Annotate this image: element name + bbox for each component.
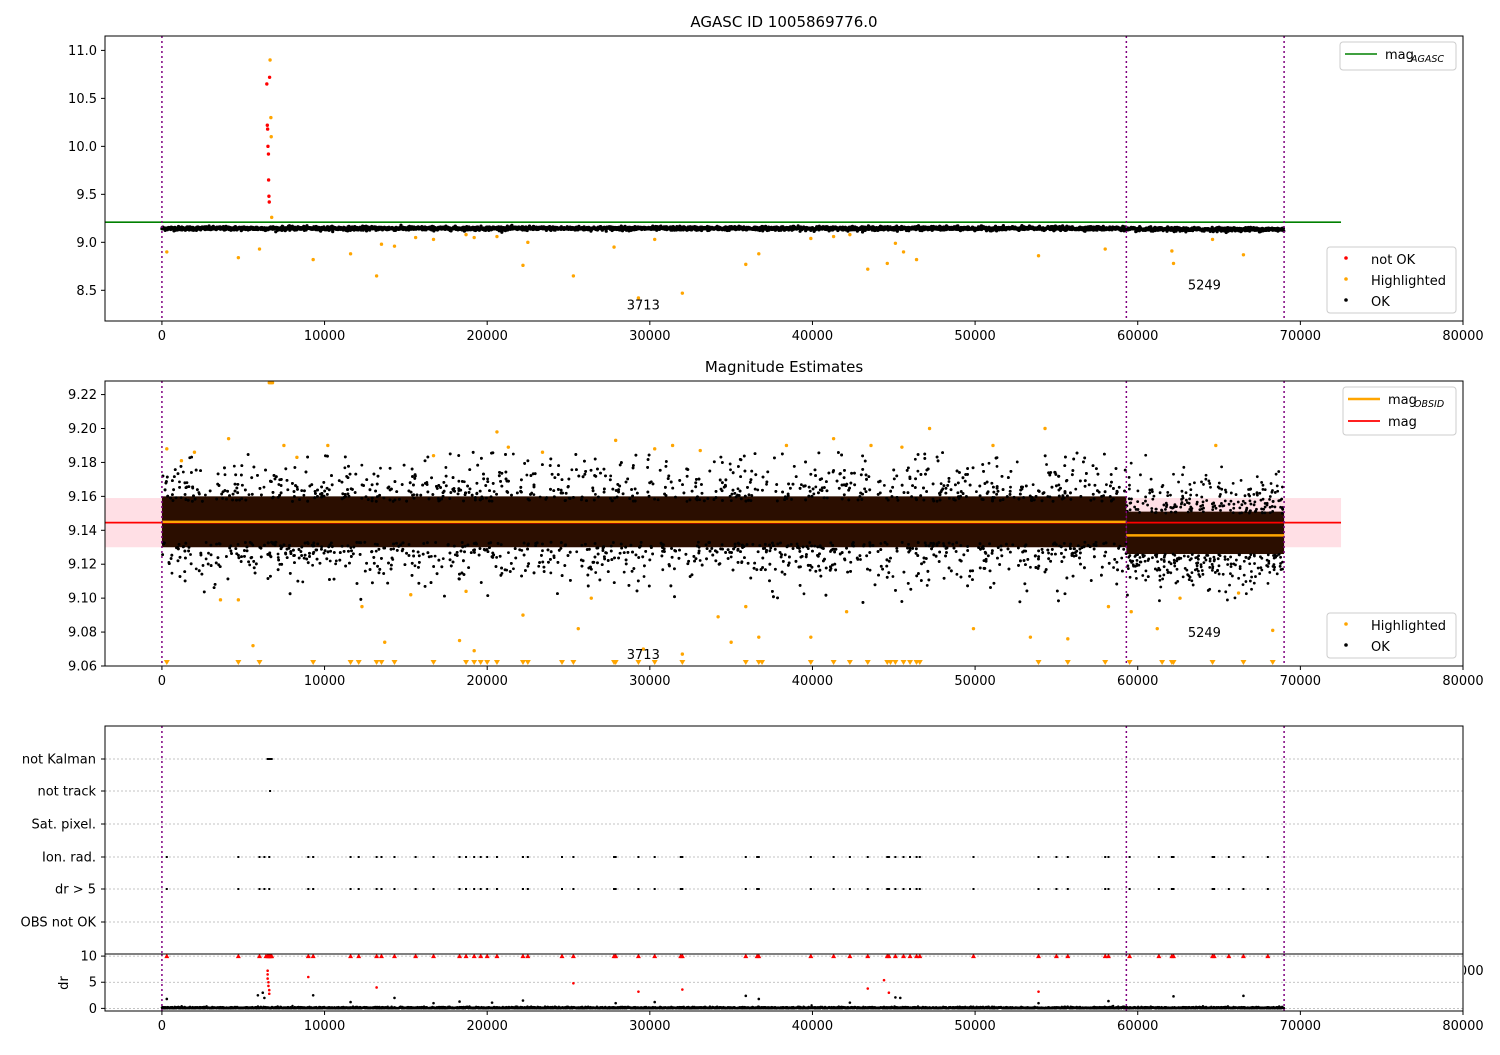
highlighted-point	[1104, 247, 1107, 250]
highlighted-point	[495, 235, 498, 238]
legend-marker	[1344, 298, 1348, 302]
panel-0-vlines	[162, 36, 1284, 321]
legend-marker	[1344, 277, 1348, 281]
panel-1-frame	[105, 36, 1463, 321]
not-ok-point	[266, 145, 269, 148]
highlighted-point	[464, 233, 467, 236]
y-tick-label: 11.0	[68, 44, 97, 59]
highlighted-point	[681, 291, 684, 294]
not-ok-point	[266, 127, 269, 130]
highlighted-point	[1037, 254, 1040, 257]
x-tick-label: 0	[158, 329, 166, 344]
x-tick-label: 70000	[1280, 329, 1321, 344]
panel-1-not-ok-points	[265, 76, 271, 204]
highlighted-point	[1211, 238, 1214, 241]
y-tick-label: 9.0	[76, 236, 97, 251]
highlighted-point	[572, 274, 575, 277]
highlighted-point	[258, 247, 261, 250]
not-ok-point	[268, 200, 271, 203]
highlighted-point	[902, 250, 905, 253]
highlighted-point	[886, 262, 889, 265]
highlighted-point	[1242, 253, 1245, 256]
highlighted-point	[375, 274, 378, 277]
x-tick-label: 30000	[629, 329, 670, 344]
chart-title: Magnitude Estimates	[705, 358, 863, 376]
highlighted-point	[165, 250, 168, 253]
highlighted-point	[894, 242, 897, 245]
highlighted-point	[848, 233, 851, 236]
y-tick-label: 10.5	[68, 92, 97, 107]
highlighted-point	[744, 263, 747, 266]
panel-0-x-axis: 0 10000 20000 30000 40000 50000 60000 70000 8000…	[158, 321, 1484, 344]
legend-label-sub: AGASC	[1410, 54, 1444, 65]
not-ok-point	[267, 152, 270, 155]
highlighted-point	[270, 216, 273, 219]
not-ok-point	[267, 178, 270, 181]
highlighted-point	[237, 256, 240, 259]
highlighted-point	[311, 258, 314, 261]
ok-points-dense	[1126, 512, 1284, 554]
x-tick-label: 60000	[1117, 329, 1158, 344]
highlighted-point	[809, 237, 812, 240]
legend-label-mag: mag	[1385, 48, 1414, 63]
ok-point	[605, 230, 608, 233]
highlighted-point	[653, 238, 656, 241]
highlighted-point	[1172, 262, 1175, 265]
panel-1-highlighted-points	[165, 58, 1245, 299]
x-tick-label: 40000	[792, 329, 833, 344]
highlighted-point	[393, 244, 396, 247]
highlighted-point	[472, 236, 475, 239]
y-tick-label: 9.5	[76, 188, 97, 203]
not-ok-point	[265, 82, 268, 85]
highlighted-point	[526, 241, 529, 244]
x-tick-label: 20000	[467, 329, 508, 344]
y-tick-label: 10.0	[68, 140, 97, 155]
x-tick-label: 10000	[304, 329, 345, 344]
highlighted-point	[757, 252, 760, 255]
highlighted-point	[1170, 249, 1173, 252]
highlighted-point	[269, 116, 272, 119]
x-tick-label: 80000	[1442, 329, 1483, 344]
legend-marker	[1344, 256, 1348, 260]
panel-2-ok-points	[161, 451, 1284, 604]
highlighted-point	[349, 252, 352, 255]
highlighted-point	[915, 258, 918, 261]
panel-1-ok-points	[160, 224, 1285, 234]
obsid-annotation: 5249	[1188, 278, 1221, 293]
highlighted-point	[521, 264, 524, 267]
highlighted-point	[432, 238, 435, 241]
highlighted-point	[612, 245, 615, 248]
not-ok-point	[267, 195, 270, 198]
highlighted-point	[270, 135, 273, 138]
chart-title: AGASC ID 1005869776.0	[690, 13, 877, 31]
y-tick-label: 8.5	[76, 284, 97, 299]
highlighted-point	[380, 243, 383, 246]
highlighted-point	[414, 236, 417, 239]
highlighted-point	[832, 235, 835, 238]
panel-0-y-axis: 8.5 9.0 9.5 10.0 10.5 11.0	[68, 44, 105, 299]
not-ok-point	[268, 76, 271, 79]
legend-entry: OK	[1371, 295, 1390, 310]
not-ok-point	[266, 124, 269, 127]
x-tick-label: 50000	[954, 329, 995, 344]
legend-entry: Highlighted	[1371, 274, 1446, 289]
obsid-annotation: 3713	[627, 298, 660, 313]
highlighted-point	[268, 58, 271, 61]
highlighted-point	[866, 267, 869, 270]
legend-entry: not OK	[1371, 253, 1416, 268]
